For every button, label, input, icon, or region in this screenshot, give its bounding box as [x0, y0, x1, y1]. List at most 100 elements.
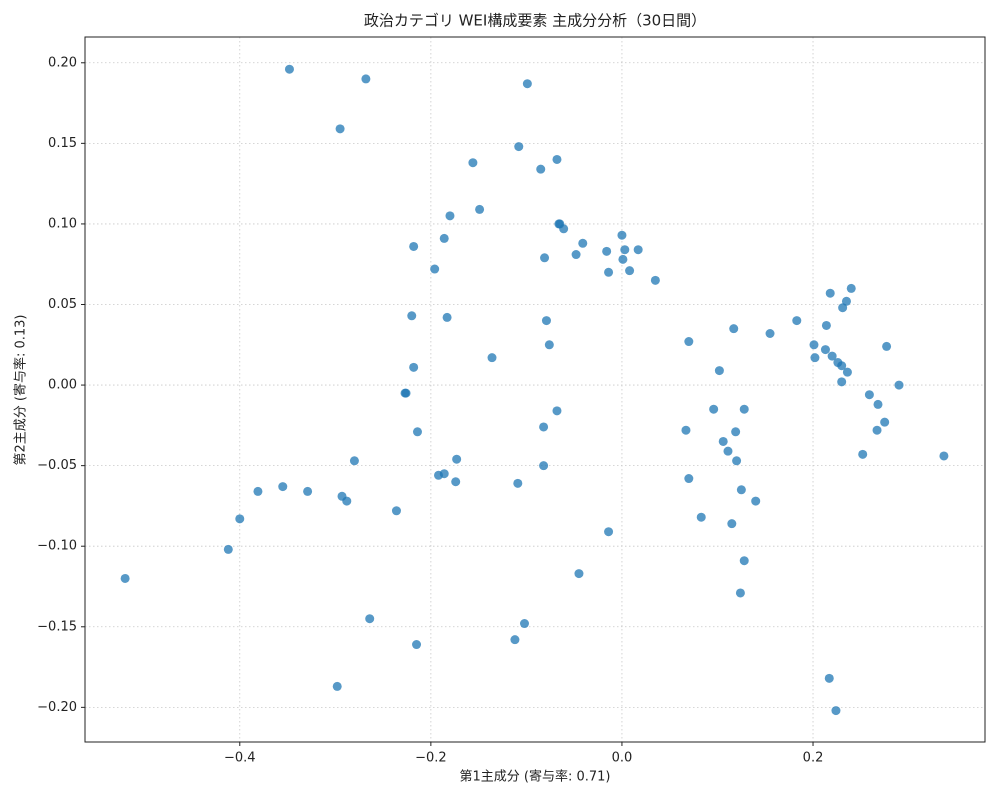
point	[872, 425, 882, 435]
point	[412, 427, 422, 437]
point	[625, 266, 635, 276]
y-tick-label: 0.00	[48, 378, 77, 393]
point	[723, 446, 733, 456]
point	[539, 461, 549, 471]
point	[810, 353, 820, 363]
point	[540, 253, 550, 263]
point	[365, 614, 375, 624]
point	[825, 288, 835, 298]
point	[873, 399, 883, 409]
point	[439, 469, 449, 479]
point	[650, 275, 660, 285]
point	[696, 512, 706, 522]
point	[278, 482, 288, 492]
point	[751, 496, 761, 506]
point	[571, 250, 581, 260]
plot-frame	[84, 36, 986, 743]
point	[618, 254, 628, 264]
point	[732, 456, 742, 466]
point	[391, 506, 401, 516]
point	[452, 454, 462, 464]
point	[335, 124, 345, 134]
point	[602, 246, 612, 256]
point	[604, 267, 614, 277]
x-tick-label: −0.4	[224, 751, 256, 766]
point	[430, 264, 440, 274]
point	[739, 556, 749, 566]
point	[223, 544, 233, 554]
point	[735, 588, 745, 598]
point	[882, 341, 892, 351]
point	[731, 427, 741, 437]
point	[681, 425, 691, 435]
point	[559, 224, 569, 234]
point	[617, 230, 627, 240]
point	[684, 337, 694, 347]
point	[541, 316, 551, 326]
point	[442, 312, 452, 322]
point	[858, 449, 868, 459]
y-tick-label: 0.10	[48, 216, 77, 231]
point	[880, 417, 890, 427]
point	[253, 486, 263, 496]
point	[451, 477, 461, 487]
point	[841, 296, 851, 306]
point	[510, 635, 520, 645]
y-axis-label: 第2主成分 (寄与率: 0.13)	[13, 314, 29, 465]
point	[445, 211, 455, 221]
point	[522, 79, 532, 89]
y-tick-label: −0.15	[37, 619, 77, 634]
point	[361, 74, 371, 84]
point	[729, 324, 739, 334]
point	[765, 329, 775, 339]
point	[407, 311, 417, 321]
point	[831, 706, 841, 716]
point	[120, 573, 130, 583]
point	[284, 64, 294, 74]
point	[727, 519, 737, 529]
point	[349, 456, 359, 466]
point	[332, 681, 342, 691]
point	[684, 474, 694, 484]
point	[439, 233, 449, 243]
point	[827, 351, 837, 361]
point	[714, 366, 724, 376]
point	[552, 154, 562, 164]
x-tick-label: 0.2	[803, 751, 824, 766]
point	[718, 436, 728, 446]
point	[401, 388, 411, 398]
point	[736, 485, 746, 495]
x-axis-label: 第1主成分 (寄与率: 0.71)	[459, 769, 610, 785]
point	[513, 478, 523, 488]
point	[578, 238, 588, 248]
point	[487, 353, 497, 363]
point	[409, 362, 419, 372]
point	[709, 404, 719, 414]
point	[519, 619, 529, 629]
point	[620, 245, 630, 255]
chart-title: 政治カテゴリ WEI構成要素 主成分分析（30日間）	[364, 12, 706, 30]
point	[824, 673, 834, 683]
point	[409, 241, 419, 251]
point	[864, 390, 874, 400]
point	[837, 361, 847, 371]
point	[475, 204, 485, 214]
x-tick-label: 0.0	[612, 751, 633, 766]
point	[342, 496, 352, 506]
y-tick-label: 0.20	[48, 55, 77, 70]
point	[574, 569, 584, 579]
point	[303, 486, 313, 496]
y-tick-label: 0.15	[48, 136, 77, 151]
point	[633, 245, 643, 255]
point	[412, 640, 422, 650]
point	[539, 422, 549, 432]
point	[552, 406, 562, 416]
point	[514, 142, 524, 152]
point	[837, 377, 847, 387]
point	[842, 367, 852, 377]
point	[235, 514, 245, 524]
point	[468, 158, 478, 168]
point	[604, 527, 614, 537]
y-tick-label: −0.20	[37, 700, 77, 715]
x-tick-label: −0.2	[415, 751, 447, 766]
